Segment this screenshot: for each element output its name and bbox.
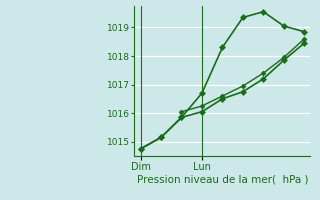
X-axis label: Pression niveau de la mer(  hPa ): Pression niveau de la mer( hPa ) (137, 174, 308, 184)
